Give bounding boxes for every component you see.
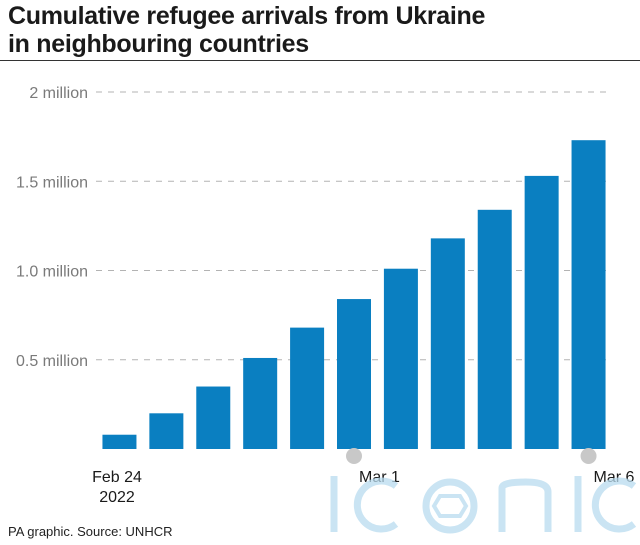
bar bbox=[102, 434, 137, 449]
watermark-logo bbox=[330, 476, 637, 534]
bar bbox=[149, 413, 184, 449]
bar bbox=[243, 357, 278, 449]
bar bbox=[524, 175, 559, 449]
bar bbox=[383, 268, 418, 449]
chart-title: Cumulative refugee arrivals from Ukraine… bbox=[8, 2, 628, 58]
x-tick-marker bbox=[580, 448, 597, 464]
bar bbox=[430, 238, 465, 449]
chart-title-line-2: in neighbouring countries bbox=[8, 30, 309, 58]
gridlines: 0.5 million 1.0 million 1.5 million 2 milli… bbox=[16, 85, 612, 370]
x-tick-marker bbox=[346, 448, 362, 464]
y-tick-label: 1.0 million bbox=[16, 264, 88, 281]
bar bbox=[571, 140, 606, 449]
y-tick-label: 0.5 million bbox=[16, 353, 88, 370]
y-tick-label: 1.5 million bbox=[16, 174, 88, 191]
title-divider bbox=[0, 60, 640, 61]
chart-title-line-1: Cumulative refugee arrivals from Ukraine bbox=[8, 2, 486, 30]
x-tick-label: 2022 bbox=[99, 489, 135, 506]
bars bbox=[102, 140, 606, 449]
bar bbox=[290, 327, 325, 449]
bar bbox=[337, 299, 371, 449]
source-note: PA graphic. Source: UNHCR bbox=[8, 524, 173, 539]
bar bbox=[477, 209, 512, 449]
y-tick-label: 2 million bbox=[29, 85, 88, 102]
x-tick-label: Feb 24 bbox=[92, 469, 142, 486]
bar bbox=[196, 386, 231, 449]
bar-chart: 0.5 million 1.0 million 1.5 million 2 milli… bbox=[16, 85, 635, 506]
